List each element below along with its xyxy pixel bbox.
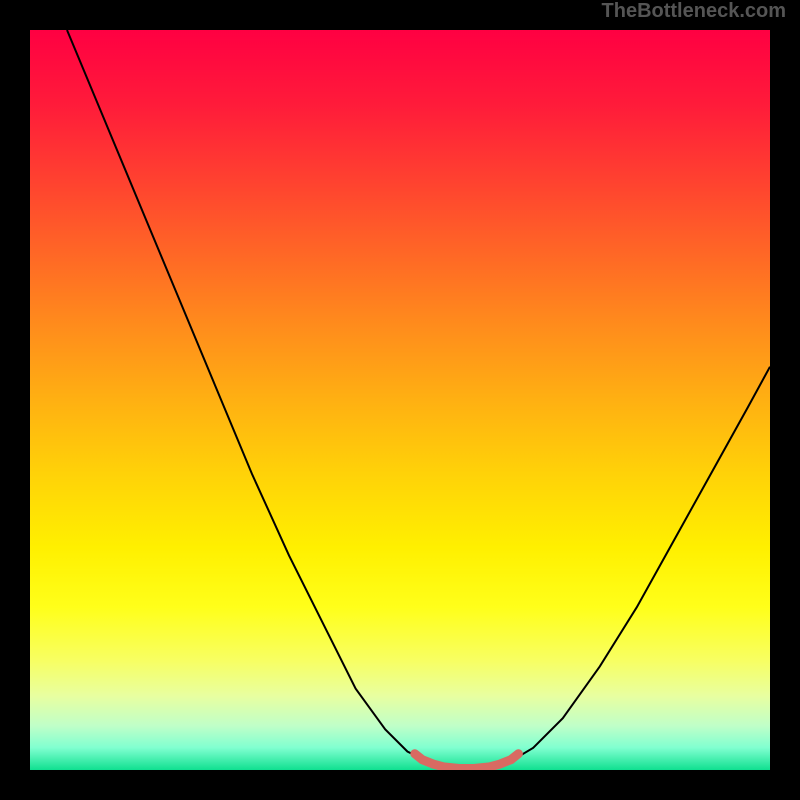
gradient-background — [30, 30, 770, 770]
chart-container: TheBottleneck.com — [0, 0, 800, 800]
plot-svg — [30, 30, 770, 770]
plot-area — [30, 30, 770, 770]
watermark-text: TheBottleneck.com — [602, 0, 786, 23]
